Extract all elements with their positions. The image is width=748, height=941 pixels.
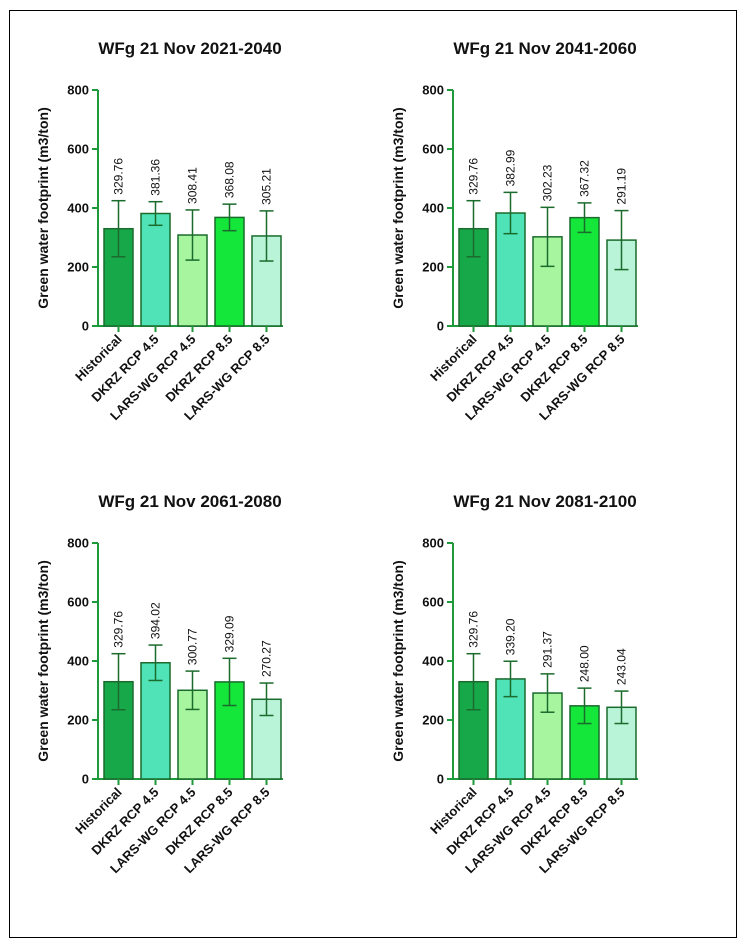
- data-label: 248.00: [578, 645, 592, 682]
- y-tick-label: 800: [67, 83, 89, 98]
- y-tick-label: 200: [422, 713, 444, 728]
- data-label: 339.20: [504, 618, 518, 655]
- chart-panel-2061-2080: WFg 21 Nov 2061-2080 Green water footprin…: [35, 492, 283, 876]
- y-axis-label: Green water footprint (m3/ton): [390, 107, 406, 308]
- y-tick-label: 600: [67, 142, 89, 157]
- y-tick-label: 800: [67, 536, 89, 551]
- y-tick-label: 400: [67, 201, 89, 216]
- data-label: 381.36: [149, 159, 163, 196]
- y-tick-label: 600: [422, 142, 444, 157]
- chart-title: WFg 21 Nov 2081-2100: [453, 492, 636, 511]
- chart-title: WFg 21 Nov 2021-2040: [98, 39, 281, 58]
- y-axis-label: Green water footprint (m3/ton): [35, 560, 51, 761]
- y-axis-label: Green water footprint (m3/ton): [390, 560, 406, 761]
- y-axis-label: Green water footprint (m3/ton): [35, 107, 51, 308]
- bar: [140, 212, 171, 327]
- data-label: 308.41: [186, 167, 200, 204]
- bar: [214, 216, 245, 327]
- data-label: 368.08: [223, 161, 237, 198]
- chart-title: WFg 21 Nov 2041-2060: [453, 39, 636, 58]
- figure-border: [9, 10, 737, 938]
- data-label: 300.77: [186, 628, 200, 665]
- data-label: 329.76: [112, 158, 126, 195]
- chart-panel-2081-2100: WFg 21 Nov 2081-2100 Green water footprin…: [390, 492, 638, 876]
- y-tick-label: 400: [67, 654, 89, 669]
- bar: [569, 216, 600, 327]
- bar: [495, 212, 526, 327]
- y-tick-label: 200: [422, 260, 444, 275]
- data-label: 291.19: [615, 168, 629, 205]
- y-tick-label: 200: [67, 260, 89, 275]
- data-label: 329.76: [467, 611, 481, 648]
- y-tick-label: 0: [82, 319, 89, 334]
- data-label: 243.04: [615, 648, 629, 685]
- y-tick-label: 600: [422, 595, 444, 610]
- data-label: 382.99: [504, 149, 518, 186]
- y-tick-label: 600: [67, 595, 89, 610]
- data-label: 270.27: [260, 640, 274, 677]
- y-tick-label: 0: [437, 772, 444, 787]
- data-label: 291.37: [541, 631, 555, 668]
- y-tick-label: 0: [437, 319, 444, 334]
- y-tick-label: 400: [422, 201, 444, 216]
- y-tick-label: 200: [67, 713, 89, 728]
- chart-title: WFg 21 Nov 2061-2080: [98, 492, 281, 511]
- y-tick-label: 800: [422, 536, 444, 551]
- chart-panel-2041-2060: WFg 21 Nov 2041-2060 Green water footprin…: [390, 39, 638, 423]
- data-label: 329.76: [467, 158, 481, 195]
- y-tick-label: 400: [422, 654, 444, 669]
- y-tick-label: 0: [82, 772, 89, 787]
- y-tick-label: 800: [422, 83, 444, 98]
- data-label: 305.21: [260, 168, 274, 205]
- data-label: 302.23: [541, 164, 555, 201]
- data-label: 329.09: [223, 615, 237, 652]
- chart-panel-2021-2040: WFg 21 Nov 2021-2040 Green water footprin…: [35, 39, 283, 423]
- data-label: 394.02: [149, 602, 163, 639]
- data-label: 367.32: [578, 160, 592, 197]
- data-label: 329.76: [112, 611, 126, 648]
